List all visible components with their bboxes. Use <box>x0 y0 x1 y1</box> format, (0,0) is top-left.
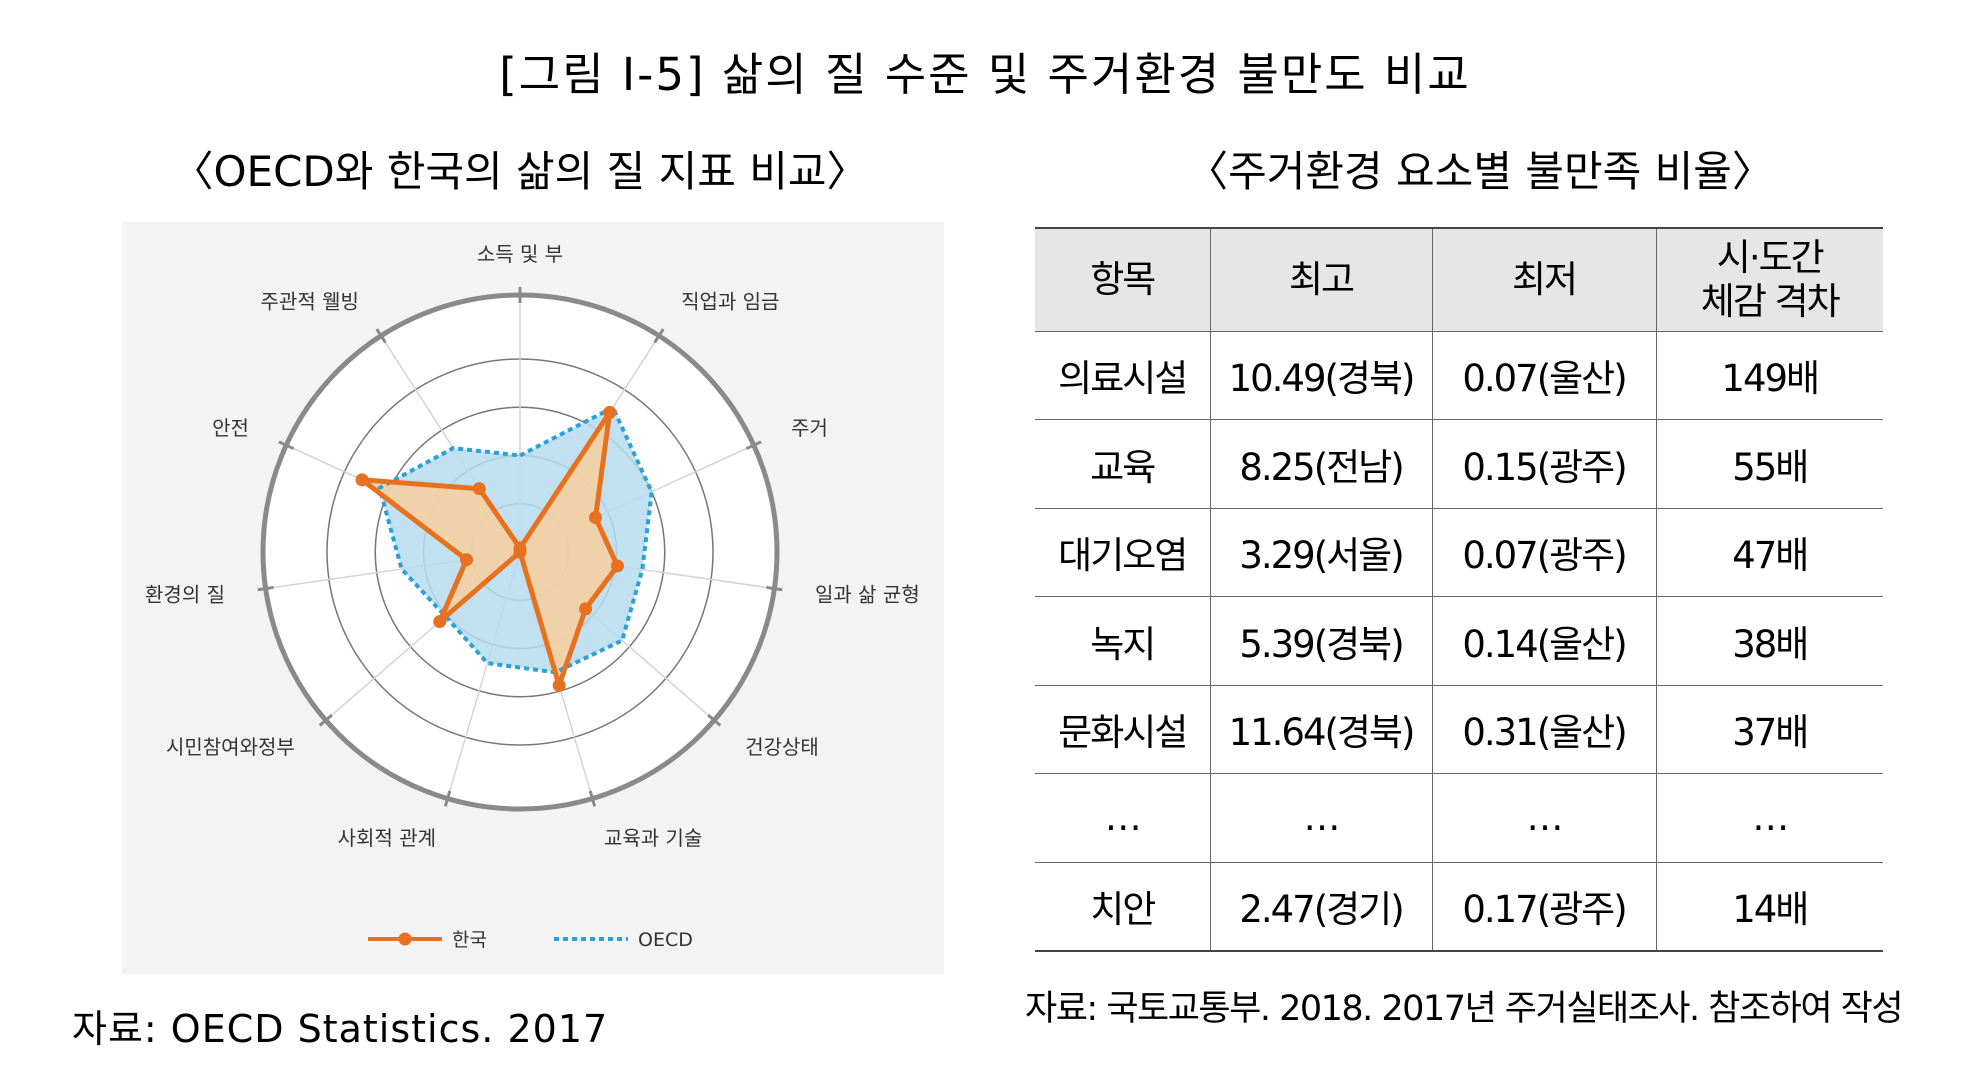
radar-category-label: 사회적 관계 <box>338 826 436 850</box>
cell-item: 교육 <box>1035 419 1210 509</box>
cell-item: … <box>1035 773 1210 863</box>
cell-gap: 37배 <box>1655 685 1883 774</box>
table-source-note: 자료: 국토교통부. 2018. 2017년 주거실태조사. 참조하여 작성 <box>1025 989 1904 1029</box>
radar-axis-tick <box>766 585 783 592</box>
radar-point-korea <box>472 482 486 496</box>
radar-axis-tick <box>318 713 333 727</box>
radar-axis-tick <box>257 585 274 592</box>
radar-category-label: 안전 <box>212 416 249 440</box>
header-min: 최저 <box>1431 228 1656 332</box>
table-row: 대기오염 3.29(서울) 0.07(광주) 47배 <box>1035 508 1883 597</box>
radar-line-oecd <box>377 404 654 675</box>
radar-line-korea <box>359 409 620 688</box>
radar-category-label: 직업과 임금 <box>681 289 779 313</box>
cell-max: 3.29(서울) <box>1209 508 1432 597</box>
radar-point-korea <box>513 545 527 559</box>
radar-legend: 한국 OECD <box>368 929 693 951</box>
radar-category-label: 교육과 기술 <box>604 826 702 850</box>
legend-label-korea: 한국 <box>452 929 487 951</box>
radar-category-label: 주관적 웰빙 <box>261 289 359 313</box>
table-row: 의료시설 10.49(경북) 0.07(울산) 149배 <box>1035 331 1883 420</box>
radar-point-korea <box>603 405 617 419</box>
table-row: 교육 8.25(전남) 0.15(광주) 55배 <box>1035 419 1883 509</box>
cell-gap: 14배 <box>1655 862 1883 952</box>
radar-point-korea <box>355 473 369 487</box>
cell-max: 5.39(경북) <box>1209 596 1432 686</box>
radar-category-label: 일과 삶 균형 <box>815 582 920 606</box>
table-row: 녹지 5.39(경북) 0.14(울산) 38배 <box>1035 596 1883 686</box>
header-max: 최고 <box>1209 228 1432 332</box>
cell-min: 0.07(광주) <box>1431 508 1656 597</box>
radar-point-korea <box>579 602 593 616</box>
cell-item: 녹지 <box>1035 596 1210 686</box>
cell-item: 의료시설 <box>1035 331 1210 420</box>
cell-max: 8.25(전남) <box>1209 419 1432 509</box>
page-title: [그림 Ⅰ-5] 삶의 질 수준 및 주거환경 불만도 비교 <box>499 48 1471 101</box>
radar-axis-tick <box>745 440 762 450</box>
cell-min: 0.14(울산) <box>1431 596 1656 686</box>
dissatisfaction-table: 항목 최고 최저 시·도간 체감 격차 의료시설 10.49(경북) 0.07(… <box>1035 227 1883 952</box>
radar-category-label: 건강상태 <box>745 735 819 759</box>
radar-axis-tick <box>443 790 452 807</box>
cell-gap: … <box>1655 773 1883 863</box>
cell-min: … <box>1431 773 1656 863</box>
radar-point-korea <box>552 678 566 692</box>
legend-marker-korea <box>398 932 412 946</box>
cell-max: 2.47(경기) <box>1209 862 1432 952</box>
radar-chart-subtitle: 〈OECD와 한국의 삶의 질 지표 비교〉 <box>171 147 869 196</box>
cell-gap: 38배 <box>1655 596 1883 686</box>
radar-category-label: 주거 <box>791 416 828 440</box>
table-row: 문화시설 11.64(경북) 0.31(울산) 37배 <box>1035 685 1883 774</box>
radar-axis-tick <box>588 790 597 807</box>
table-row: … … … … <box>1035 773 1883 863</box>
radar-category-label: 소득 및 부 <box>477 242 563 266</box>
table-row: 치안 2.47(경기) 0.17(광주) 14배 <box>1035 862 1883 952</box>
table-subtitle: 〈주거환경 요소별 불만족 비율〉 <box>1186 147 1774 196</box>
radar-point-korea <box>433 615 447 629</box>
cell-min: 0.31(울산) <box>1431 685 1656 774</box>
header-gap: 시·도간 체감 격차 <box>1655 228 1883 332</box>
radar-point-korea <box>460 553 474 567</box>
cell-item: 치안 <box>1035 862 1210 952</box>
cell-gap: 149배 <box>1655 331 1883 420</box>
cell-gap: 55배 <box>1655 419 1883 509</box>
radar-category-label: 시민참여와정부 <box>166 735 295 759</box>
radar-area-korea <box>362 412 618 686</box>
legend-label-oecd: OECD <box>638 929 693 951</box>
radar-point-korea <box>610 559 624 573</box>
cell-max: … <box>1209 773 1432 863</box>
radar-axis-tick <box>278 440 295 450</box>
radar-axis-tick <box>707 713 722 727</box>
radar-series-layer <box>355 404 654 692</box>
cell-item: 대기오염 <box>1035 508 1210 597</box>
cell-min: 0.17(광주) <box>1431 862 1656 952</box>
cell-max: 10.49(경북) <box>1209 331 1432 420</box>
radar-axis-tick <box>653 328 665 344</box>
cell-min: 0.15(광주) <box>1431 419 1656 509</box>
cell-min: 0.07(울산) <box>1431 331 1656 420</box>
cell-gap: 47배 <box>1655 508 1883 597</box>
header-item: 항목 <box>1035 228 1210 332</box>
cell-max: 11.64(경북) <box>1209 685 1432 774</box>
cell-item: 문화시설 <box>1035 685 1210 774</box>
table-header-row: 항목 최고 최저 시·도간 체감 격차 <box>1035 228 1883 332</box>
radar-source-note: 자료: OECD Statistics. 2017 <box>72 1007 609 1051</box>
radar-point-korea <box>588 511 602 525</box>
radar-axis-tick <box>375 328 387 344</box>
radar-category-label: 환경의 질 <box>145 582 225 606</box>
